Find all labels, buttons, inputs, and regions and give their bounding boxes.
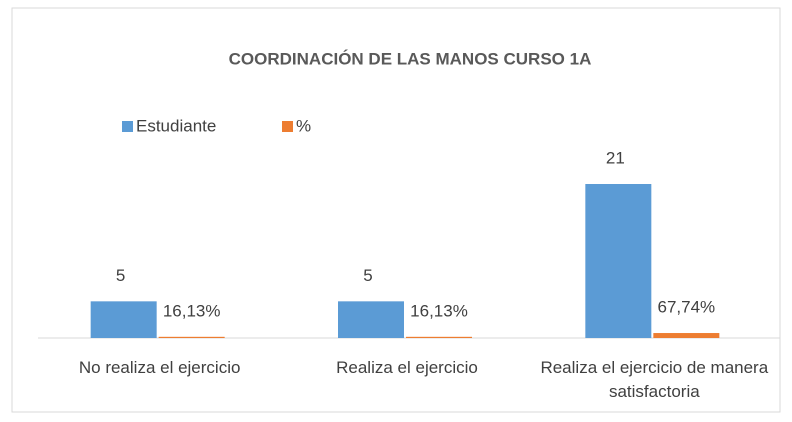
data-label: 5: [363, 266, 372, 285]
bar: [653, 333, 720, 338]
chart-title: COORDINACIÓN DE LAS MANOS CURSO 1A: [229, 49, 592, 68]
data-label: 16,13%: [163, 301, 221, 320]
bar: [406, 336, 472, 338]
chart-frame: [11, 7, 781, 413]
bar: [90, 301, 157, 338]
data-label: 5: [116, 266, 125, 285]
bar: [338, 301, 404, 338]
x-tick-label: Realiza el ejercicio: [336, 358, 478, 377]
legend-swatch: [282, 121, 293, 132]
data-label: 16,13%: [410, 301, 468, 320]
legend-label: Estudiante: [136, 116, 216, 135]
data-label: 21: [606, 148, 625, 167]
bar: [585, 184, 652, 338]
legend-swatch: [122, 121, 133, 132]
x-tick-label: Realiza el ejercicio de manera satisfact…: [540, 358, 769, 401]
x-tick-label: No realiza el ejercicio: [78, 358, 241, 377]
data-label: 67,74%: [657, 298, 715, 317]
legend-label: %: [296, 116, 311, 135]
bar: [158, 336, 225, 338]
